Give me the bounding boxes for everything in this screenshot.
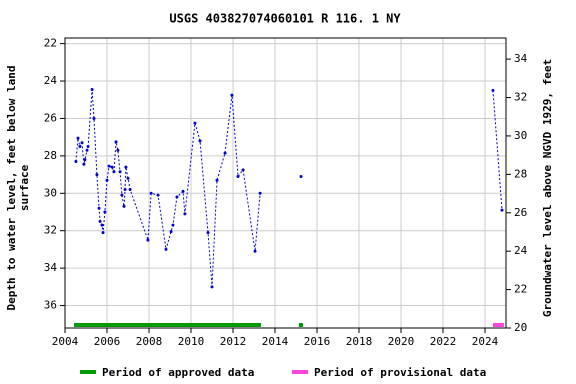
- y-tick-label: 24: [44, 74, 58, 87]
- data-point: [90, 87, 94, 91]
- data-point: [156, 193, 160, 197]
- y-tick-label: 36: [44, 299, 57, 312]
- legend-label: Period of approved data: [102, 366, 254, 379]
- data-point: [171, 223, 175, 227]
- y2-tick-label: 34: [514, 52, 528, 65]
- y-tick-label: 26: [44, 111, 57, 124]
- data-point: [101, 231, 105, 235]
- x-tick-label: 2016: [304, 335, 331, 348]
- y2-tick-label: 20: [514, 321, 527, 334]
- data-point: [74, 159, 78, 163]
- data-point: [253, 249, 257, 253]
- data-point: [110, 165, 114, 169]
- x-tick-label: 2004: [52, 335, 79, 348]
- data-point: [97, 206, 101, 210]
- y2-tick-label: 22: [514, 283, 527, 296]
- data-point: [126, 176, 130, 180]
- x-tick-label: 2012: [220, 335, 247, 348]
- y-tick-label: 32: [44, 224, 57, 237]
- data-point: [116, 148, 120, 152]
- x-tick-label: 2022: [430, 335, 457, 348]
- x-tick-label: 2024: [472, 335, 499, 348]
- y-tick-label: 34: [44, 261, 58, 274]
- data-point: [103, 210, 107, 214]
- y2-tick-label: 32: [514, 91, 527, 104]
- y-axis-label: Depth to water level, feet below land: [5, 65, 18, 310]
- data-point: [95, 173, 99, 177]
- data-point: [169, 230, 173, 234]
- data-point: [86, 145, 90, 149]
- data-point: [100, 223, 104, 227]
- data-point: [146, 238, 150, 242]
- data-point: [98, 219, 102, 223]
- data-point: [122, 204, 126, 208]
- y2-axis-label: Groundwater level above NGVD 1929, feet: [541, 59, 554, 317]
- data-line: [75, 89, 503, 287]
- period-bar: [74, 323, 261, 327]
- data-point: [500, 208, 504, 212]
- data-point: [123, 188, 127, 192]
- data-point: [114, 140, 118, 144]
- data-point: [83, 158, 87, 162]
- data-point: [80, 141, 84, 145]
- data-point: [258, 191, 262, 195]
- data-point: [230, 93, 234, 97]
- data-point: [92, 116, 96, 120]
- x-tick-label: 2018: [346, 335, 373, 348]
- y2-tick-label: 28: [514, 167, 527, 180]
- data-point: [82, 162, 86, 166]
- x-tick-label: 2006: [94, 335, 121, 348]
- data-point: [183, 212, 187, 216]
- x-tick-label: 2010: [178, 335, 205, 348]
- y-tick-label: 22: [44, 37, 57, 50]
- data-point: [491, 88, 495, 92]
- data-point: [112, 170, 116, 174]
- y2-tick-label: 30: [514, 129, 527, 142]
- data-point: [223, 151, 227, 155]
- legend-label: Period of provisional data: [314, 366, 486, 379]
- data-point: [215, 178, 219, 182]
- data-point: [210, 285, 214, 289]
- y2-tick-label: 24: [514, 244, 528, 257]
- x-tick-label: 2020: [388, 335, 415, 348]
- data-point: [241, 168, 245, 172]
- data-point: [206, 231, 210, 235]
- data-point: [198, 139, 202, 143]
- data-point: [78, 145, 82, 149]
- x-tick-label: 2014: [262, 335, 289, 348]
- y-axis-label: surface: [18, 164, 31, 211]
- chart-title: USGS 403827074060101 R 116. 1 NY: [169, 12, 401, 26]
- data-point: [120, 193, 124, 197]
- x-tick-label: 2008: [136, 335, 163, 348]
- data-point: [128, 188, 132, 192]
- data-point: [118, 170, 122, 174]
- data-point: [124, 165, 128, 169]
- data-point: [164, 247, 168, 251]
- data-point: [193, 121, 197, 125]
- data-point: [105, 178, 109, 182]
- y2-tick-label: 26: [514, 206, 527, 219]
- data-point: [149, 191, 153, 195]
- data-point: [85, 148, 89, 152]
- period-bar: [298, 323, 303, 327]
- y-tick-label: 30: [44, 186, 57, 199]
- data-point: [236, 174, 240, 178]
- data-point: [175, 195, 179, 199]
- data-point: [76, 136, 80, 140]
- data-point: [299, 174, 303, 178]
- y-tick-label: 28: [44, 149, 57, 162]
- data-point: [181, 189, 185, 193]
- data-point: [107, 164, 111, 168]
- period-bar: [492, 323, 504, 327]
- plot-frame: [64, 37, 507, 329]
